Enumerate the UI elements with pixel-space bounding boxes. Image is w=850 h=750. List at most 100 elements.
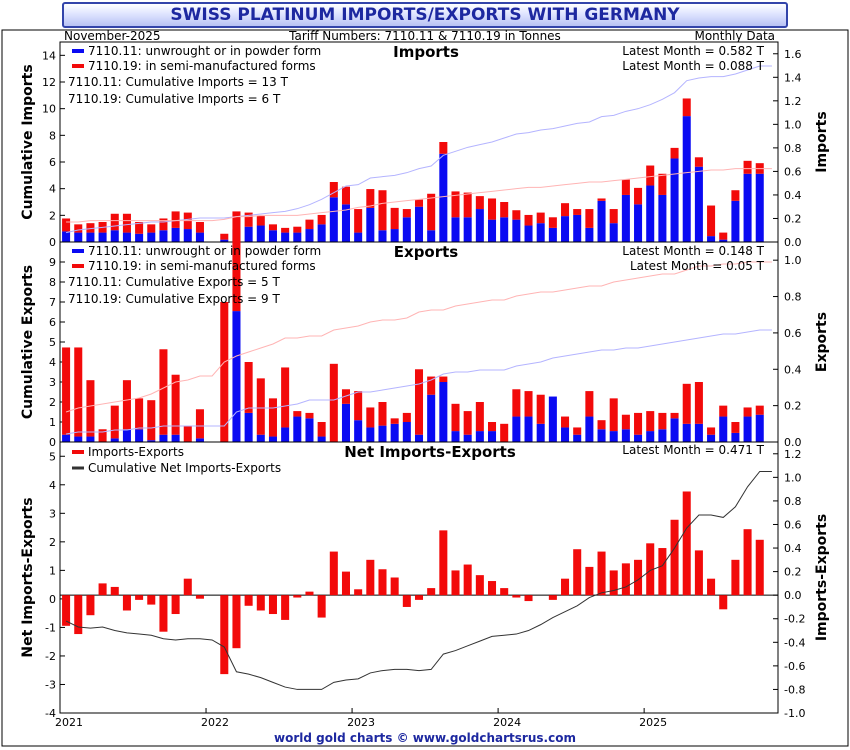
right-tick-label: 0.6 — [784, 327, 802, 340]
bar-7110-19 — [390, 418, 399, 424]
bar-7110-11 — [561, 216, 570, 242]
bar-7110-19 — [317, 214, 326, 225]
bar-7110-19 — [256, 378, 265, 435]
bar-7110-11 — [670, 158, 679, 242]
bar-7110-19 — [195, 409, 204, 439]
bar-7110-11 — [74, 232, 83, 242]
bar-7110-11 — [329, 197, 338, 242]
bar-7110-19 — [305, 219, 314, 230]
right-tick-label: -0.8 — [784, 683, 805, 696]
left-tick-label: 0 — [49, 436, 56, 449]
x-tick-label: 2024 — [493, 716, 521, 729]
bar-net — [171, 595, 180, 615]
bar-7110-19 — [86, 380, 95, 437]
chart-title: SWISS PLATINUM IMPORTS/EXPORTS WITH GERM… — [62, 2, 788, 28]
bar-7110-19 — [585, 209, 594, 228]
bar-net — [512, 595, 521, 598]
panel-title: Imports — [393, 43, 459, 61]
right-tick-label: 0.8 — [784, 142, 802, 155]
bar-7110-19 — [402, 412, 411, 422]
bar-7110-11 — [220, 239, 229, 242]
bar-7110-19 — [98, 429, 107, 442]
bar-7110-19 — [536, 394, 545, 424]
bar-net — [719, 595, 728, 610]
bar-net — [159, 595, 168, 632]
bar-net — [694, 550, 703, 596]
bar-7110-11 — [585, 227, 594, 242]
legend-label: Cumulative Net Imports-Exports — [88, 461, 281, 475]
bar-7110-11 — [707, 434, 716, 442]
bar-net — [390, 577, 399, 596]
bar-7110-11 — [707, 236, 716, 242]
bar-7110-19 — [220, 233, 229, 240]
right-tick-label: 1.2 — [784, 448, 802, 461]
bar-7110-19 — [232, 229, 241, 312]
left-tick-label: 6 — [49, 156, 56, 169]
cumulative-note: 7110.19: Cumulative Imports = 6 T — [68, 92, 281, 106]
bar-7110-19 — [731, 190, 740, 201]
left-tick-label: 4 — [49, 479, 56, 492]
bar-7110-19 — [755, 405, 764, 415]
bar-7110-11 — [110, 230, 119, 242]
bar-net — [427, 588, 436, 596]
bar-7110-19 — [244, 362, 253, 413]
bar-7110-11 — [597, 429, 606, 442]
left-tick-label: 0 — [49, 236, 56, 249]
bar-net — [110, 586, 119, 596]
bar-net — [743, 529, 752, 596]
bar-7110-19 — [475, 402, 484, 432]
bar-7110-19 — [281, 367, 290, 428]
bar-net — [122, 595, 131, 611]
header-date: November-2025 — [64, 29, 161, 43]
bar-7110-11 — [573, 434, 582, 442]
bar-7110-11 — [658, 429, 667, 442]
bar-net — [585, 566, 594, 596]
left-tick-label: 9 — [49, 256, 56, 269]
left-tick-label: 8 — [49, 276, 56, 289]
left-tick-label: 6 — [49, 316, 56, 329]
bar-7110-11 — [86, 232, 95, 242]
bar-7110-19 — [634, 412, 643, 435]
bar-7110-19 — [232, 211, 241, 231]
bar-net — [451, 570, 460, 596]
bar-7110-11 — [414, 206, 424, 242]
bar-7110-11 — [62, 434, 71, 442]
bar-net — [244, 595, 253, 606]
bar-7110-19 — [719, 405, 728, 417]
bar-7110-19 — [463, 411, 472, 435]
bar-7110-11 — [488, 219, 497, 242]
bar-7110-19 — [731, 422, 740, 433]
bar-7110-11 — [195, 438, 204, 442]
bar-7110-11 — [74, 436, 83, 442]
latest-month-text: Latest Month = 0.471 T — [622, 443, 764, 457]
bar-7110-11 — [731, 432, 740, 442]
bar-net — [62, 595, 71, 626]
right-tick-label: -0.2 — [784, 613, 805, 626]
bar-7110-19 — [682, 383, 691, 424]
bar-7110-11 — [609, 431, 618, 442]
bar-7110-11 — [122, 232, 131, 242]
bar-7110-11 — [488, 431, 497, 442]
legend-label: Imports-Exports — [88, 445, 184, 459]
bar-7110-11 — [390, 423, 399, 442]
bar-7110-19 — [171, 374, 180, 435]
bar-net — [293, 595, 302, 598]
bar-7110-19 — [135, 398, 144, 430]
right-axis-title: Imports-Exports — [814, 514, 830, 641]
bar-7110-11 — [500, 217, 509, 242]
bar-net — [548, 595, 557, 600]
right-tick-label: 0.0 — [784, 236, 802, 249]
bar-net — [500, 588, 509, 596]
bar-7110-11 — [281, 427, 290, 442]
bar-7110-11 — [147, 232, 156, 242]
bar-7110-19 — [500, 202, 509, 218]
bar-7110-11 — [183, 229, 192, 242]
bar-7110-11 — [585, 416, 594, 442]
left-tick-label: 1 — [49, 564, 56, 577]
right-tick-label: 0.0 — [784, 436, 802, 449]
bar-7110-11 — [463, 217, 472, 242]
x-tick-label: 2025 — [639, 716, 667, 729]
right-tick-label: 1.4 — [784, 71, 802, 84]
right-tick-label: 0.0 — [784, 589, 802, 602]
bar-7110-19 — [524, 391, 533, 417]
